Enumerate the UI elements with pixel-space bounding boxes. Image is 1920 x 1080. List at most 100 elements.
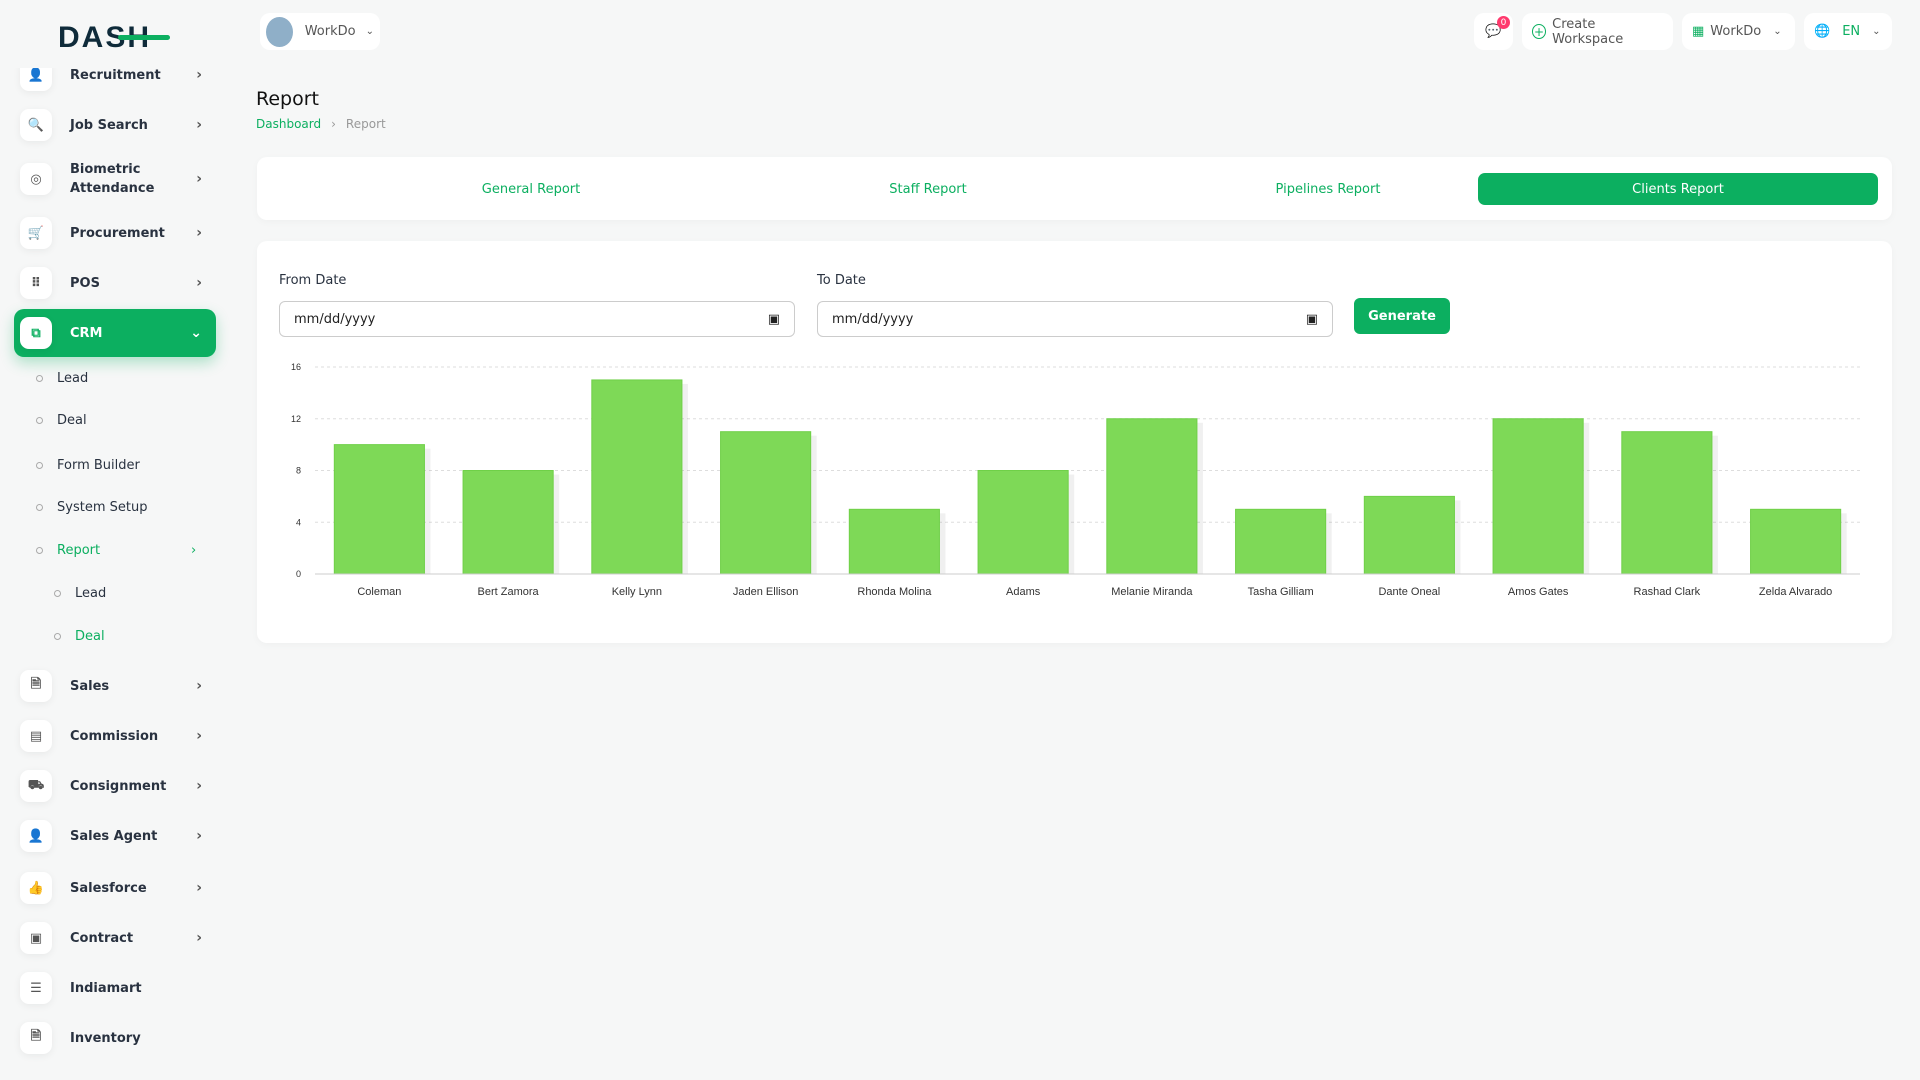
chevron-down-icon: ⌄ [1773, 26, 1782, 37]
chevron-right-icon: › [196, 171, 202, 187]
bullet-icon [36, 417, 43, 424]
tab-general-report[interactable]: General Report [481, 181, 581, 197]
crm-subitem-deal[interactable]: Deal [36, 413, 87, 428]
sidebar-item-salesforce[interactable]: 👍 Salesforce › [14, 864, 216, 912]
tab-staff-report[interactable]: Staff Report [889, 181, 967, 197]
workdo-menu[interactable]: ▦ WorkDo ⌄ [1682, 13, 1795, 50]
chat-button[interactable]: 💬 0 [1474, 13, 1513, 50]
from-date-label: From Date [279, 273, 347, 288]
truck-icon: ⛟ [20, 770, 52, 802]
y-tick-label: 4 [296, 517, 301, 527]
bar [462, 470, 554, 575]
subitem-label: Report [57, 543, 101, 558]
tab-clients-report[interactable]: Clients Report [1478, 173, 1878, 205]
sidebar-item-label: Inventory [70, 1030, 141, 1046]
x-tick-label: Kelly Lynn [612, 586, 662, 598]
x-tick-label: Melanie Miranda [1111, 586, 1193, 598]
page-title: Report [256, 88, 319, 110]
report-subitem-deal[interactable]: Deal [54, 629, 105, 644]
dash-logo[interactable]: DASH [58, 21, 173, 56]
to-date-input[interactable]: mm/dd/yyyy ▣ [817, 301, 1333, 337]
report-tabs: General Report Staff Report Pipelines Re… [257, 157, 1892, 220]
bullet-icon [36, 462, 43, 469]
chat-icon: 💬 [1485, 24, 1502, 39]
sidebar-item-label: Indiamart [70, 980, 142, 996]
report-subitem-lead[interactable]: Lead [54, 586, 106, 601]
bar [333, 444, 425, 575]
chevron-right-icon: › [196, 225, 202, 241]
workspace-avatar [266, 16, 293, 47]
chevron-right-icon: › [196, 778, 202, 794]
crm-subitem-form-builder[interactable]: Form Builder [36, 458, 140, 473]
sidebar-item-procurement[interactable]: 🛒 Procurement › [14, 209, 216, 257]
sidebar-item-inventory[interactable]: 🗎 Inventory [14, 1014, 216, 1062]
breadcrumb-current: Report [345, 117, 386, 131]
thumb-up-icon: 👍 [20, 872, 52, 904]
file-icon: 🗎 [20, 1022, 52, 1054]
y-tick-label: 16 [291, 362, 301, 372]
bar [1621, 431, 1713, 575]
sidebar-item-label: CRM [70, 325, 103, 341]
x-tick-label: Amos Gates [1508, 586, 1569, 598]
sidebar-item-indiamart[interactable]: ☰ Indiamart [14, 964, 216, 1012]
contract-icon: ▣ [20, 922, 52, 954]
y-tick-label: 8 [296, 466, 301, 476]
bar [1235, 508, 1327, 575]
breadcrumb-separator-icon: › [331, 117, 336, 131]
sidebar-item-biometric-attendance[interactable]: ◎ Biometric Attendance › [14, 155, 216, 203]
from-date-input[interactable]: mm/dd/yyyy ▣ [279, 301, 795, 337]
bullet-icon [36, 547, 43, 554]
bar [720, 431, 812, 575]
sidebar-item-sales-agent[interactable]: 👤 Sales Agent › [14, 812, 216, 860]
generate-button[interactable]: Generate [1354, 298, 1450, 334]
sidebar-item-label: Consignment [70, 778, 167, 794]
sidebar-item-recruitment[interactable]: 👤 Recruitment › [14, 68, 216, 99]
create-workspace-button[interactable]: + Create Workspace [1522, 13, 1673, 50]
x-tick-label: Tasha Gilliam [1248, 586, 1314, 598]
chevron-right-icon: › [196, 880, 202, 896]
to-date-label: To Date [817, 273, 866, 288]
crm-subitem-report[interactable]: Report › [36, 543, 196, 558]
tab-pipelines-report[interactable]: Pipelines Report [1275, 181, 1381, 197]
sidebar-item-job-search[interactable]: 🔍 Job Search › [14, 101, 216, 149]
bar [1492, 418, 1584, 575]
x-tick-label: Adams [1006, 586, 1041, 598]
sidebar-item-contract[interactable]: ▣ Contract › [14, 914, 216, 962]
x-tick-label: Dante Oneal [1378, 586, 1440, 598]
sidebar-item-label: POS [70, 275, 100, 291]
y-tick-label: 0 [296, 569, 301, 579]
workspace-switcher[interactable]: WorkDo ⌄ [260, 13, 380, 50]
x-tick-label: Bert Zamora [478, 586, 540, 598]
crm-subitem-lead[interactable]: Lead [36, 371, 88, 386]
sidebar-item-commission[interactable]: ▤ Commission › [14, 712, 216, 760]
calendar-icon[interactable]: ▣ [1305, 311, 1318, 327]
from-date-value: mm/dd/yyyy [294, 311, 376, 327]
sidebar-item-label: Recruitment [70, 68, 161, 83]
sidebar-item-consignment[interactable]: ⛟ Consignment › [14, 762, 216, 810]
bar [1363, 495, 1455, 575]
chevron-down-icon: ⌄ [1872, 26, 1881, 37]
calendar-icon[interactable]: ▣ [767, 311, 780, 327]
chevron-down-icon: ⌄ [190, 325, 202, 341]
user-plus-icon: 👤 [20, 68, 52, 91]
bullet-icon [54, 590, 61, 597]
sidebar-item-pos[interactable]: ⠿ POS › [14, 259, 216, 307]
language-select[interactable]: 🌐 EN ⌄ [1804, 13, 1892, 50]
sidebar-item-crm[interactable]: ⧉ CRM ⌄ [14, 309, 216, 357]
file-icon: 🗎 [20, 670, 52, 702]
globe-icon: 🌐 [1814, 24, 1831, 39]
bullet-icon [36, 375, 43, 382]
chevron-right-icon: › [196, 678, 202, 694]
calculator-icon: ▤ [20, 720, 52, 752]
sidebar-item-label: Commission [70, 728, 159, 744]
chevron-right-icon: › [196, 930, 202, 946]
workspace-name: WorkDo [304, 24, 356, 39]
breadcrumb-dashboard[interactable]: Dashboard [256, 117, 322, 131]
sidebar-item-sales[interactable]: 🗎 Sales › [14, 662, 216, 710]
sidebar-item-label: Sales Agent [70, 828, 158, 844]
bullet-icon [54, 633, 61, 640]
fingerprint-icon: ◎ [20, 163, 52, 195]
chevron-right-icon: › [196, 828, 202, 844]
crm-subitem-system-setup[interactable]: System Setup [36, 500, 147, 515]
subitem-label: Form Builder [57, 458, 140, 473]
